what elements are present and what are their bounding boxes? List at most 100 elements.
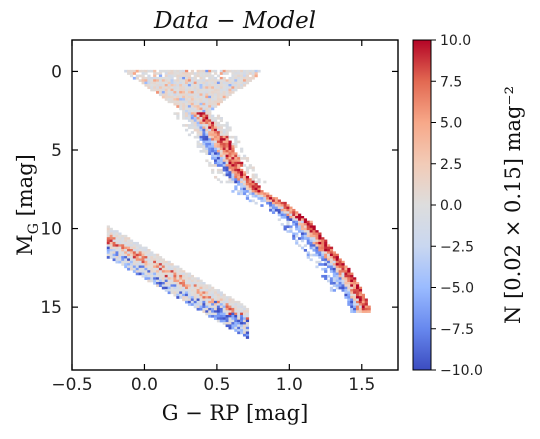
heatmap-cell [208,131,212,134]
heatmap-cell [216,84,221,87]
heatmap-cell [199,76,203,80]
heatmap-cell [213,98,218,101]
heatmap-cell [222,76,226,80]
heatmap-cell [312,249,316,252]
heatmap-cell [208,164,212,167]
heatmap-cell [298,216,302,219]
heatmap-cell [115,253,119,257]
heatmap-cell [329,265,334,269]
heatmap-cell [135,251,139,255]
heatmap-cell [190,84,195,87]
heatmap-cell [237,173,241,177]
heatmap-cell [263,199,267,203]
heatmap-cell [211,98,215,101]
heatmap-cell [199,69,203,73]
heatmap-cell [208,98,212,101]
heatmap-cell [364,300,368,304]
heatmap-cell [115,246,119,250]
heatmap-cell [147,251,151,255]
heatmap-cell [187,81,192,85]
heatmap-cell [225,126,229,130]
heatmap-cell [193,277,197,280]
heatmap-cell [156,272,160,276]
heatmap-cell [167,100,171,104]
heatmap-cell [190,95,195,99]
heatmap-cell [353,298,357,302]
heatmap-cell [344,286,348,290]
heatmap-cell [231,317,235,321]
heatmap-cell [170,286,174,290]
heatmap-cell [208,298,212,302]
heatmap-cell [109,237,113,240]
heatmap-cell [173,74,177,78]
heatmap-cell [187,88,192,92]
heatmap-cell [193,74,197,78]
heatmap-cell [219,128,223,132]
heatmap-cell [170,279,174,283]
heatmap-cell [213,124,218,127]
heatmap-cell [240,180,244,184]
heatmap-cell [202,126,206,130]
heatmap-cell [196,88,200,92]
heatmap-cell [138,246,142,250]
heatmap-cell [208,150,212,153]
heatmap-cell [199,79,203,82]
heatmap-cell [150,76,154,80]
heatmap-cell [190,98,195,101]
heatmap-cell [225,319,229,323]
heatmap-cell [240,303,244,306]
heatmap-cell [173,293,177,297]
heatmap-cell [228,128,232,132]
heatmap-cell [292,216,296,219]
heatmap-cell [141,270,145,273]
heatmap-cell [205,312,209,316]
heatmap-cell [170,72,174,75]
heatmap-cell [216,133,221,137]
heatmap-cell [260,204,264,207]
heatmap-cell [219,152,223,156]
heatmap-cell [213,79,218,82]
heatmap-cell [309,234,313,238]
heatmap-cell [251,74,255,78]
heatmap-cell [199,88,203,92]
heatmap-cell [144,79,148,82]
heatmap-cell [144,84,148,87]
heatmap-cell [327,274,331,278]
heatmap-cell [179,91,183,94]
heatmap-cell [228,305,232,309]
heatmap-cell [312,241,316,245]
heatmap-cell [202,102,206,106]
heatmap-cell [176,81,180,85]
heatmap-cell [182,100,186,104]
heatmap-cell [355,305,360,309]
heatmap-cell [219,142,223,146]
heatmap-cell [231,312,235,316]
heatmap-cell [170,81,174,85]
heatmap-cell [292,232,296,236]
heatmap-cell [115,232,119,236]
heatmap-cell [211,298,215,302]
heatmap-cell [211,88,215,92]
heatmap-cell [228,178,232,181]
heatmap-cell [173,272,177,276]
heatmap-cell [234,319,238,323]
heatmap-cell [121,241,125,245]
heatmap-cell [208,305,212,309]
heatmap-cell [158,284,163,288]
heatmap-cell [187,296,192,299]
heatmap-cell [156,284,160,288]
heatmap-cell [138,249,142,252]
heatmap-cell [208,121,212,125]
heatmap-cell [344,272,348,276]
heatmap-cell [147,263,151,266]
colorbar-ticks: 10.07.55.02.50.0−2.5−5.0−7.5−10.0 [431,33,483,379]
heatmap-cell [150,253,154,257]
heatmap-cell [231,135,235,139]
heatmap-cell [321,256,325,259]
heatmap-cell [213,121,218,125]
heatmap-cell [170,100,174,104]
heatmap-cell [353,296,357,299]
heatmap-cell [179,95,183,99]
heatmap-cell [338,286,342,290]
